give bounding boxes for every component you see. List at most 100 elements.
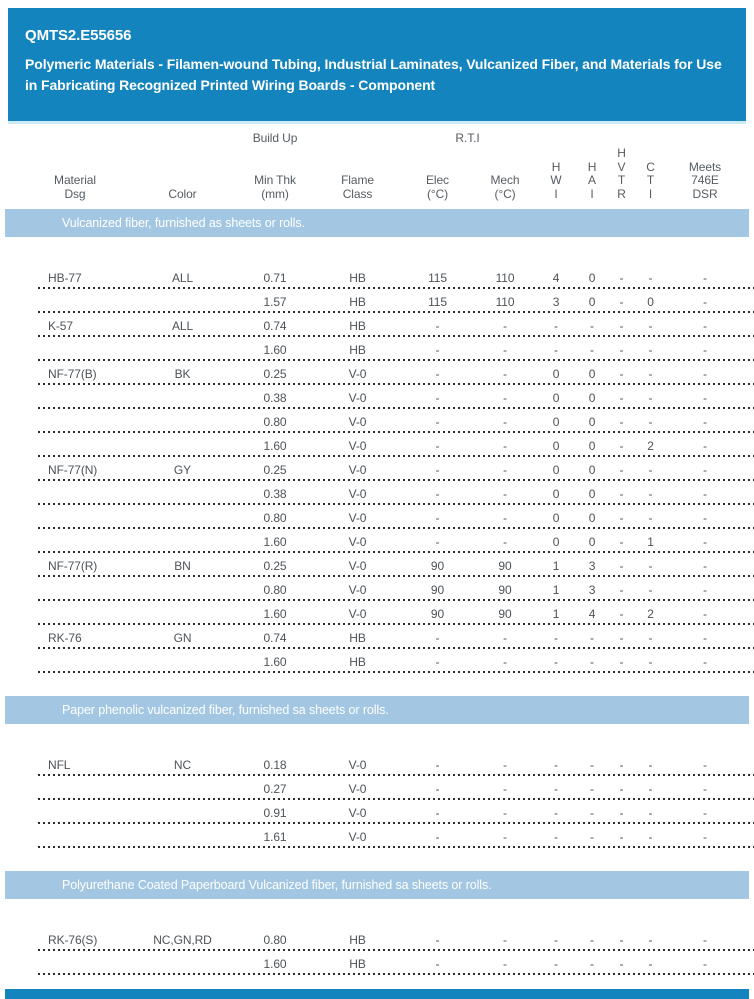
table-row: 1.60 HB - - - - - - - (30, 337, 754, 361)
column-header-row: Material Dsg Color Min Thk (mm) Flame Cl… (0, 146, 754, 208)
table-cell (30, 481, 130, 505)
table-cell: V-0 (348, 758, 367, 772)
table-cell: ALL (171, 271, 194, 285)
table-cell: - (619, 583, 624, 597)
table-cell (30, 577, 130, 601)
table-cell: - (554, 806, 558, 820)
table-cell: 0 (647, 295, 654, 309)
table-cell (30, 800, 130, 824)
table-cell: - (554, 957, 558, 971)
table-cell (30, 824, 130, 848)
table-cell (30, 289, 130, 313)
table-cell: - (554, 319, 558, 333)
table-cell: 0 (552, 487, 560, 501)
document-header: QMTS2.E55656 Polymeric Materials - Filam… (8, 8, 746, 124)
table-cell: NF-77(N) (48, 463, 98, 477)
table-cell: 0.80 (263, 511, 287, 525)
table-cell: - (619, 487, 624, 501)
table-cell: RK-76(S) (48, 933, 98, 947)
table-row: 0.91 V-0 - - - - - - - (30, 800, 754, 824)
table-cell: - (648, 319, 653, 333)
column-header-cti: C T I (646, 159, 655, 201)
table-cell: GN (173, 631, 192, 645)
table-row: HB-77 ALL 0.71 HB 115 110 4 0 - - - (30, 265, 754, 289)
table-cell: - (503, 415, 507, 429)
table-cell (130, 529, 235, 553)
table-cell: - (619, 511, 624, 525)
table-cell: 0 (588, 463, 596, 477)
table-cell: - (503, 535, 507, 549)
table-cell (130, 800, 235, 824)
table-cell: 1 (552, 583, 560, 597)
table-row: 0.27 V-0 - - - - - - - (30, 776, 754, 800)
section-rows: HB-77 ALL 0.71 HB 115 110 4 0- - -1.57 HB 115 110 3 0-… (0, 265, 754, 673)
table-cell: 0 (552, 463, 560, 477)
table-cell: - (435, 367, 440, 381)
table-row: NFL NC 0.18 V-0 - - - - - - - (30, 752, 754, 776)
table-cell: - (435, 631, 440, 645)
document-title: Polymeric Materials - Filamen-wound Tubi… (25, 56, 722, 93)
table-row: RK-76(S) NC,GN,RD 0.80 HB - - - - - - - (30, 927, 754, 951)
table-row: 1.60 HB - - - - - - - (30, 649, 754, 673)
table-cell: - (703, 830, 707, 844)
table-cell: 0 (588, 439, 596, 453)
table-cell: - (435, 933, 440, 947)
table-cell: - (703, 343, 707, 357)
column-header-hwi: H W I (550, 159, 562, 201)
table-cell: 3 (552, 295, 560, 309)
table-cell: V-0 (348, 583, 367, 597)
table-cell (30, 649, 130, 673)
table-cell: V-0 (348, 487, 367, 501)
table-cell: 1.60 (263, 343, 287, 357)
column-group-build-up: Build Up (252, 131, 298, 145)
table-cell: - (703, 583, 707, 597)
table-cell: - (648, 511, 653, 525)
table-cell: 1.60 (263, 957, 287, 971)
table-cell: - (503, 782, 507, 796)
table-cell: 0.80 (263, 415, 287, 429)
section-rows: RK-76(S) NC,GN,RD 0.80 HB - - - - - - - 1.60 HB - - - - -… (0, 927, 754, 975)
table-cell: 0 (588, 535, 596, 549)
table-cell: 0.25 (263, 463, 287, 477)
table-cell: - (703, 439, 707, 453)
table-cell: - (648, 583, 653, 597)
table-cell: - (703, 487, 707, 501)
table-cell (130, 505, 235, 529)
column-header-hai: H A I (587, 159, 597, 201)
table-cell: - (590, 830, 594, 844)
table-cell: 4 (552, 271, 560, 285)
table-cell (30, 951, 130, 975)
table-cell: - (703, 758, 707, 772)
table-cell: - (619, 295, 624, 309)
table-cell (30, 505, 130, 529)
table-cell: HB (349, 295, 366, 309)
table-cell: - (703, 607, 707, 621)
table-cell: NC (173, 758, 192, 772)
table-cell: - (703, 295, 707, 309)
table-cell (130, 289, 235, 313)
table-cell: - (554, 758, 558, 772)
table-row: 0.80 V-0 - - 0 0 - - - (30, 409, 754, 433)
table-cell: - (590, 655, 594, 669)
table-cell: - (703, 933, 707, 947)
table-cell: - (619, 319, 624, 333)
table-row: 1.61 V-0 - - - - - - - (30, 824, 754, 848)
table-row: K-57 ALL 0.74 HB - - - - - - - (30, 313, 754, 337)
table-cell: - (619, 782, 624, 796)
table-cell: 0.74 (263, 631, 287, 645)
table-cell: - (503, 391, 507, 405)
table-cell: - (703, 367, 707, 381)
table-cell: - (619, 271, 624, 285)
table-cell: - (590, 758, 594, 772)
table-cell: 0 (588, 415, 596, 429)
table-cell: HB (349, 655, 366, 669)
table-row: 1.60 HB - - - - - - - (30, 951, 754, 975)
table-cell: - (703, 655, 707, 669)
table-cell: 1 (552, 559, 560, 573)
table-cell: - (435, 439, 440, 453)
table-cell: - (703, 271, 707, 285)
table-cell (130, 649, 235, 673)
table-cell: V-0 (348, 367, 367, 381)
table-cell: - (619, 655, 624, 669)
table-cell (130, 601, 235, 625)
